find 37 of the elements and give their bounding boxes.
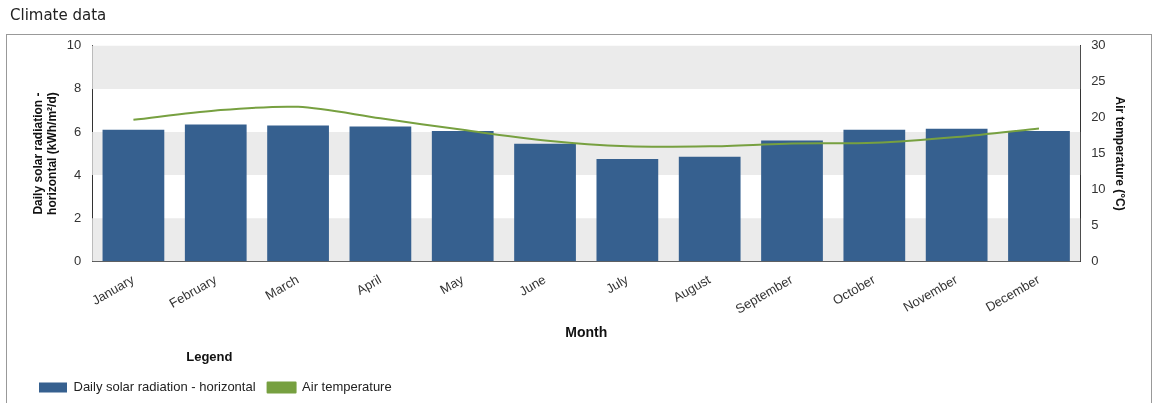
line-series <box>132 105 1040 148</box>
bar <box>184 124 247 262</box>
y-tick-label: 0 <box>74 252 82 268</box>
y2-tick-label: 20 <box>1091 109 1106 125</box>
y-axis-title: Daily solar radiation - horizontal (kWh/m²/d) <box>30 92 59 215</box>
y2-tick-label: 0 <box>1091 252 1099 268</box>
bar <box>925 128 988 262</box>
y2-tick-label: 30 <box>1091 37 1106 53</box>
y2-tick-label: 25 <box>1091 73 1106 89</box>
y2-tick-label: 10 <box>1091 181 1106 197</box>
legend-title: Legend <box>186 349 233 365</box>
y2-axis-title: Air temperature (°C) <box>1113 96 1128 211</box>
x-tick-label: May <box>437 271 467 298</box>
y-tick-label: 6 <box>74 123 82 139</box>
x-tick-label: April <box>353 271 384 298</box>
x-tick-label: July <box>603 271 632 297</box>
bar <box>596 158 659 262</box>
y2-tick-label: 5 <box>1091 216 1099 232</box>
x-tick-label: June <box>516 271 549 299</box>
chart-title: Climate data <box>9 5 108 26</box>
bar <box>102 129 165 262</box>
bar <box>1008 130 1070 262</box>
bar <box>514 143 576 262</box>
bar <box>678 156 741 262</box>
y2-tick-label: 15 <box>1091 145 1106 161</box>
bar <box>267 125 329 262</box>
bar <box>843 129 906 262</box>
bar <box>431 130 494 262</box>
y-tick-label: 10 <box>66 37 82 53</box>
y-tick-label: 8 <box>74 80 82 96</box>
legend-label: Air temperature <box>302 379 392 395</box>
bar <box>349 126 412 262</box>
x-axis-title: Month <box>565 323 608 340</box>
legend-label: Daily solar radiation - horizontal <box>73 379 256 395</box>
bar <box>761 140 823 262</box>
y-tick-label: 4 <box>74 166 82 182</box>
y-tick-label: 2 <box>74 209 82 225</box>
